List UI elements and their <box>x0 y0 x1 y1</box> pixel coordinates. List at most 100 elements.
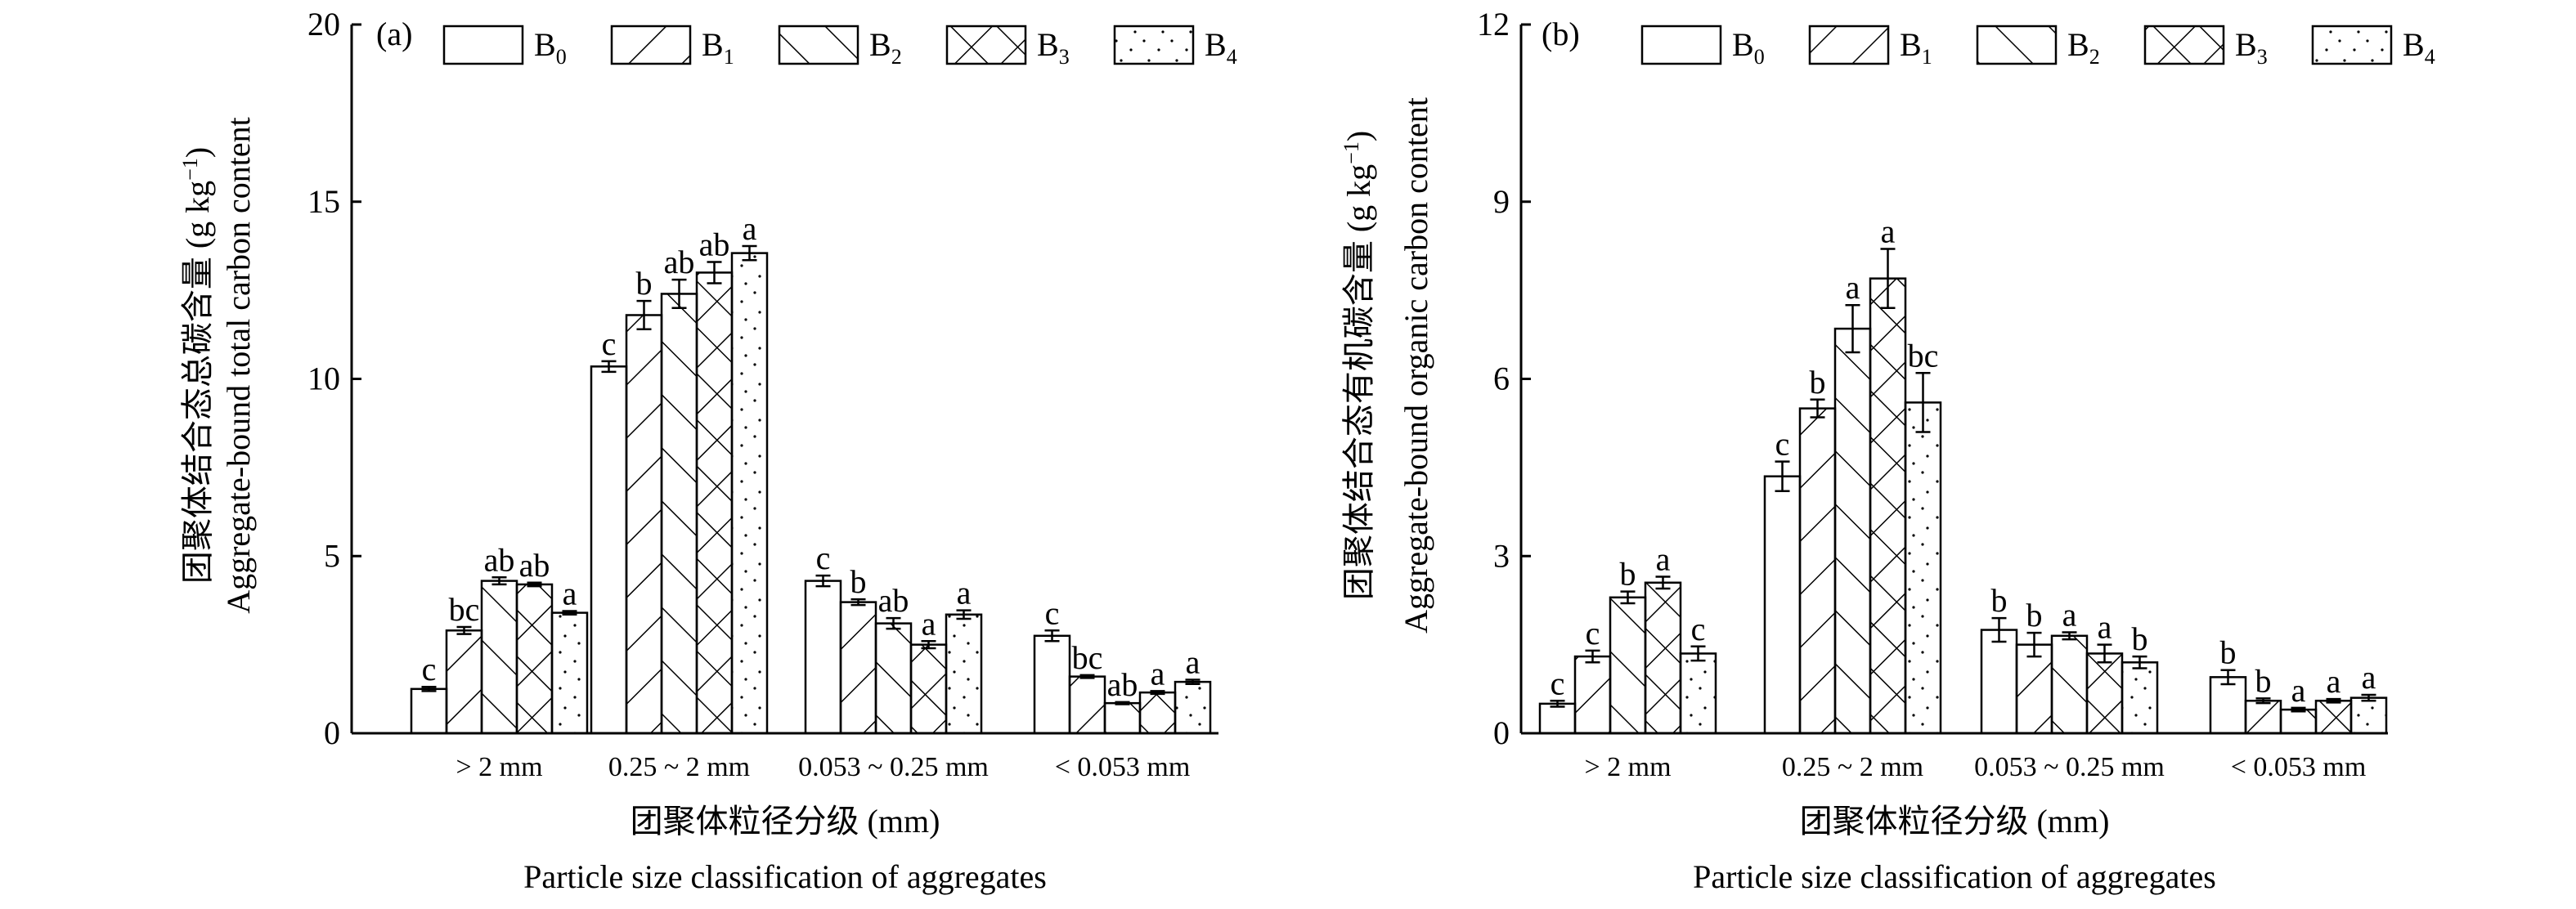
bar <box>1103 701 1142 735</box>
legend-label: B4 <box>2403 26 2435 69</box>
legend: B0 B1 B2 B3 B4 <box>442 25 1237 69</box>
bar <box>695 271 734 735</box>
bar <box>660 293 698 735</box>
y-tick-label: 9 <box>1493 183 1510 220</box>
bar <box>2015 643 2053 735</box>
legend-item: B3 <box>945 25 1070 69</box>
legend-label: B2 <box>2067 26 2100 69</box>
bar <box>1798 407 1837 735</box>
x-axis-title-en: Particle size classification of aggregat… <box>523 858 1047 895</box>
bar <box>1980 629 2018 735</box>
significance-letter: c <box>1775 426 1790 463</box>
legend-item: B2 <box>778 25 902 69</box>
bar <box>1644 581 1682 735</box>
bar <box>1763 475 1802 735</box>
legend: B0 B1 B2 B3 B4 <box>1640 25 2435 69</box>
bar <box>625 314 663 735</box>
y-tick-label: 0 <box>324 714 340 751</box>
legend-label: B4 <box>1205 26 1237 69</box>
significance-letter: a <box>2062 596 2077 633</box>
bar <box>945 613 983 735</box>
significance-letter: b <box>2255 662 2272 699</box>
legend-item: B4 <box>1113 25 1237 69</box>
significance-letter: b <box>636 265 653 302</box>
bar <box>1904 401 1942 735</box>
significance-letter: a <box>922 605 936 642</box>
significance-letter: bc <box>1072 639 1103 676</box>
y-axis-title-cn: 团聚体结合态有机碳含量 (g kg−1) <box>1340 131 1378 600</box>
bar <box>2085 652 2124 735</box>
legend-item: B1 <box>1808 25 1932 69</box>
bar <box>2244 700 2282 735</box>
x-tick-label: > 2 mm <box>1584 752 1671 782</box>
significance-letter: c <box>602 325 617 362</box>
significance-letter: b <box>1620 556 1636 593</box>
significance-letter: c <box>422 651 437 687</box>
legend-swatch <box>1976 25 2058 65</box>
y-tick-label: 10 <box>307 360 340 397</box>
significance-letter: b <box>1991 582 2008 619</box>
significance-letter: b <box>2026 597 2043 634</box>
legend-swatch <box>2143 25 2225 65</box>
bar <box>2050 634 2089 735</box>
significance-letter: a <box>2098 609 2112 646</box>
significance-letter: a <box>957 575 972 611</box>
bar <box>1068 675 1106 735</box>
bar <box>515 583 554 735</box>
bar <box>874 622 913 735</box>
x-tick-label: < 0.053 mm <box>2231 752 2367 782</box>
significance-letter: a <box>743 210 757 247</box>
x-tick-label: 0.053 ~ 0.25 mm <box>798 752 989 782</box>
significance-letter: ab <box>484 541 515 578</box>
legend-item: B3 <box>2143 25 2268 69</box>
significance-letter: ab <box>664 244 695 280</box>
significance-letter: a <box>2327 663 2341 700</box>
legend-label: B3 <box>2235 26 2268 69</box>
bar <box>1833 327 1872 735</box>
panel-label: (b) <box>1542 16 1580 52</box>
legend-item: B0 <box>1640 25 1765 69</box>
significance-letter: bc <box>1908 337 1939 374</box>
significance-letter: c <box>1045 594 1060 631</box>
significance-letter: a <box>1846 269 1860 306</box>
x-tick-label: > 2 mm <box>456 752 542 782</box>
legend-label: B0 <box>1732 26 1765 69</box>
significance-letter: b <box>850 563 867 600</box>
bar <box>2314 700 2353 735</box>
y-tick-label: 6 <box>1493 360 1510 397</box>
legend-swatch <box>2311 25 2393 65</box>
y-tick-label: 12 <box>1477 6 1510 43</box>
significance-letter: a <box>2362 659 2376 696</box>
x-axis-categories: > 2 mm 0.25 ~ 2 mm 0.053 ~ 0.25 mm < 0.053 … <box>456 752 1190 782</box>
significance-letter: b <box>2132 620 2148 657</box>
y-axis-title-en: Aggregate-bound total carbon content <box>220 117 257 614</box>
significance-letter: ab <box>1107 666 1138 703</box>
bar-group: bb a a a <box>2209 634 2388 735</box>
significance-letter: a <box>1881 213 1896 250</box>
x-axis-title-en: Particle size classification of aggregat… <box>1693 858 2216 895</box>
bar <box>2349 696 2388 735</box>
x-axis-title-cn: 团聚体粒径分级 (mm) <box>1800 803 2110 840</box>
x-tick-label: 0.053 ~ 0.25 mm <box>1974 752 2165 782</box>
legend-label: B0 <box>534 26 567 69</box>
bar <box>2209 676 2247 735</box>
bar <box>1869 277 1907 735</box>
y-axis-title: 团聚体结合态有机碳含量 (g kg−1) Aggregate-bound org… <box>1340 97 1435 634</box>
x-tick-label: < 0.053 mm <box>1055 752 1191 782</box>
bar <box>480 580 518 735</box>
legend-swatch <box>1113 25 1195 65</box>
significance-letter: a <box>1656 541 1671 578</box>
panel-label: (a) <box>376 16 412 52</box>
legend-item: B0 <box>442 25 567 69</box>
legend-label: B2 <box>869 26 902 69</box>
bar <box>804 580 842 735</box>
legend-label: B1 <box>702 26 734 69</box>
bar <box>445 629 483 735</box>
bar <box>1573 655 1612 735</box>
